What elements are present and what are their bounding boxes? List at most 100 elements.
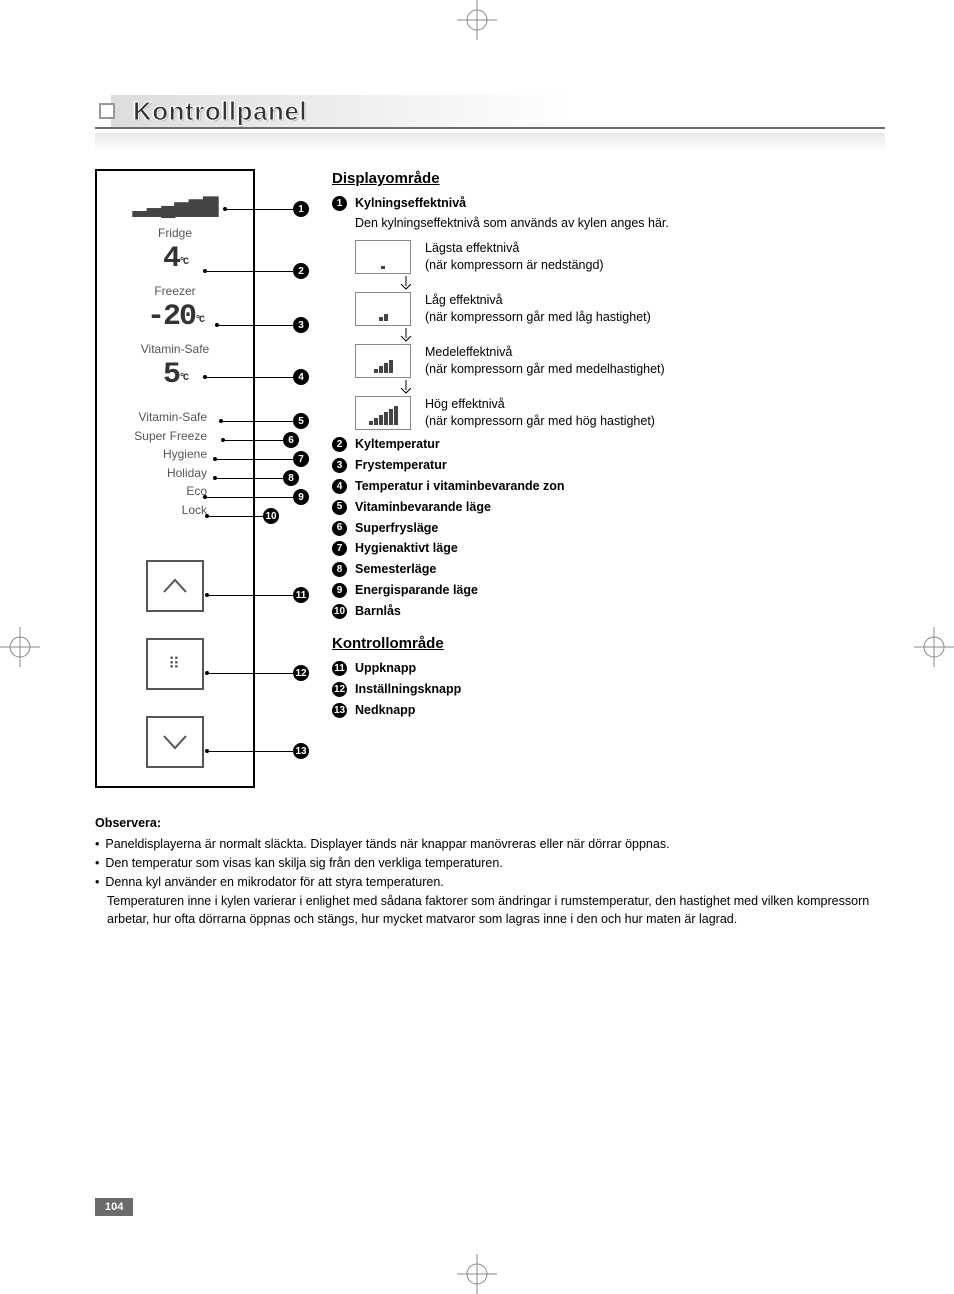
title-underglow — [95, 133, 885, 151]
display-item: 6 Superfrysläge — [332, 520, 885, 537]
vitamin-safe-label: Vitamin-Safe — [141, 342, 209, 356]
control-section-heading: Kontrollområde — [332, 634, 885, 654]
title-bar: Kontrollpanel — [95, 95, 885, 129]
down-arrow-icon — [378, 276, 434, 290]
display-item: 5 Vitaminbevarande läge — [332, 499, 885, 516]
item-number: 12 — [332, 682, 347, 697]
effect-level-table: Lägsta effektnivå(när kompressorn är ned… — [355, 240, 885, 430]
callout-6: 6 — [283, 432, 299, 448]
display-item: 4 Temperatur i vitaminbevarande zon — [332, 478, 885, 495]
item-label: Hygienaktivt läge — [355, 540, 458, 557]
item-number: 4 — [332, 479, 347, 494]
item-label: Temperatur i vitaminbevarande zon — [355, 478, 565, 495]
note-bullet: Denna kyl använder en mikrodator för att… — [95, 873, 885, 891]
item-label: Vitaminbevarande läge — [355, 499, 491, 516]
mode-lock: Lock — [109, 501, 207, 520]
item-1-title: Kylningseffektnivå — [355, 195, 466, 212]
effect-level-row: Låg effektnivå(när kompressorn går med l… — [355, 292, 885, 326]
down-arrow-icon — [378, 380, 434, 394]
item-number: 13 — [332, 703, 347, 718]
page-title: Kontrollpanel — [133, 96, 307, 127]
effect-level-icon — [355, 396, 411, 430]
item-label: Superfrysläge — [355, 520, 438, 537]
mode-eco: Eco — [109, 482, 207, 501]
control-item: 12 Inställningsknapp — [332, 681, 885, 698]
item-number: 2 — [332, 437, 347, 452]
mode-vitamin-safe: Vitamin-Safe — [109, 408, 207, 427]
mode-hygiene: Hygiene — [109, 445, 207, 464]
effect-level-icon — [355, 344, 411, 378]
effect-level-row: Medeleffektnivå(när kompressorn går med … — [355, 344, 885, 378]
fridge-temp: 4°C — [163, 242, 187, 276]
vitamin-safe-temp: 5°C — [163, 358, 187, 392]
callout-9: 9 — [293, 489, 309, 505]
freezer-label: Freezer — [154, 284, 195, 298]
item-label: Kyltemperatur — [355, 436, 440, 453]
effect-level-row: Hög effektnivå(när kompressorn går med h… — [355, 396, 885, 430]
callout-4: 4 — [293, 369, 309, 385]
notes-continuation: Temperaturen inne i kylen varierar i enl… — [107, 892, 885, 928]
settings-button-icon: ⠿ — [146, 638, 204, 690]
effect-level-icon — [355, 240, 411, 274]
item-label: Nedknapp — [355, 702, 415, 719]
display-item: 7 Hygienaktivt läge — [332, 540, 885, 557]
display-item: 10Barnlås — [332, 603, 885, 620]
effect-level-text: Medeleffektnivå(när kompressorn går med … — [425, 344, 665, 378]
item-number: 9 — [332, 583, 347, 598]
notes-heading: Observera: — [95, 814, 885, 832]
mode-super-freeze: Super Freeze — [109, 427, 207, 446]
control-item: 11 Uppknapp — [332, 660, 885, 677]
notes-block: Observera: Paneldisplayerna är normalt s… — [95, 814, 885, 929]
item-number: 3 — [332, 458, 347, 473]
display-item: 9 Energisparande läge — [332, 582, 885, 599]
description-column: Displayområde 1 Kylningseffektnivå Den k… — [332, 169, 885, 788]
item-label: Inställningsknapp — [355, 681, 461, 698]
item-label: Semesterläge — [355, 561, 436, 578]
display-item: 3 Frystemperatur — [332, 457, 885, 474]
control-item: 13 Nedknapp — [332, 702, 885, 719]
note-bullet: Den temperatur som visas kan skilja sig … — [95, 854, 885, 872]
registration-mark-right — [914, 627, 954, 667]
item-label: Frystemperatur — [355, 457, 447, 474]
callout-13: 13 — [293, 743, 309, 759]
display-item: 2 Kyltemperatur — [332, 436, 885, 453]
item-number: 10 — [332, 604, 347, 619]
registration-mark-bottom — [457, 1254, 497, 1294]
item-number: 8 — [332, 562, 347, 577]
page-content: Kontrollpanel ▂▃▄▅▆▇ Fridge 4°C Freezer … — [95, 95, 885, 928]
item-1-subtext: Den kylningseffektnivå som används av ky… — [355, 215, 885, 232]
callout-12: 12 — [293, 665, 309, 681]
title-bullet-icon — [99, 103, 115, 119]
effect-level-row: Lägsta effektnivå(när kompressorn är ned… — [355, 240, 885, 274]
callout-5: 5 — [293, 413, 309, 429]
callout-11: 11 — [293, 587, 309, 603]
effect-level-text: Låg effektnivå(när kompressorn går med l… — [425, 292, 651, 326]
display-item: 8 Semesterläge — [332, 561, 885, 578]
item-label: Energisparande läge — [355, 582, 478, 599]
callout-8: 8 — [283, 470, 299, 486]
effect-level-text: Lägsta effektnivå(när kompressorn är ned… — [425, 240, 604, 274]
item-label: Uppknapp — [355, 660, 416, 677]
callout-7: 7 — [293, 451, 309, 467]
registration-mark-left — [0, 627, 40, 667]
effect-level-text: Hög effektnivå(när kompressorn går med h… — [425, 396, 655, 430]
registration-mark-top — [457, 0, 497, 40]
control-panel-diagram: ▂▃▄▅▆▇ Fridge 4°C Freezer -20°C Vitamin-… — [95, 169, 320, 788]
display-section-heading: Displayområde — [332, 169, 885, 189]
mode-holiday: Holiday — [109, 464, 207, 483]
up-button-icon — [146, 560, 204, 612]
item-number: 11 — [332, 661, 347, 676]
item-number: 5 — [332, 500, 347, 515]
effect-level-bars-icon: ▂▃▄▅▆▇ — [132, 193, 217, 218]
down-arrow-icon — [378, 328, 434, 342]
callout-3: 3 — [293, 317, 309, 333]
callout-10: 10 — [263, 508, 279, 524]
down-button-icon — [146, 716, 204, 768]
item-number: 7 — [332, 541, 347, 556]
item-number: 6 — [332, 521, 347, 536]
mode-indicator-list: Vitamin-Safe Super Freeze Hygiene Holida… — [109, 408, 241, 520]
item-num-1: 1 — [332, 196, 347, 211]
callout-2: 2 — [293, 263, 309, 279]
freezer-temp: -20°C — [147, 300, 203, 334]
page-number: 104 — [95, 1198, 133, 1216]
